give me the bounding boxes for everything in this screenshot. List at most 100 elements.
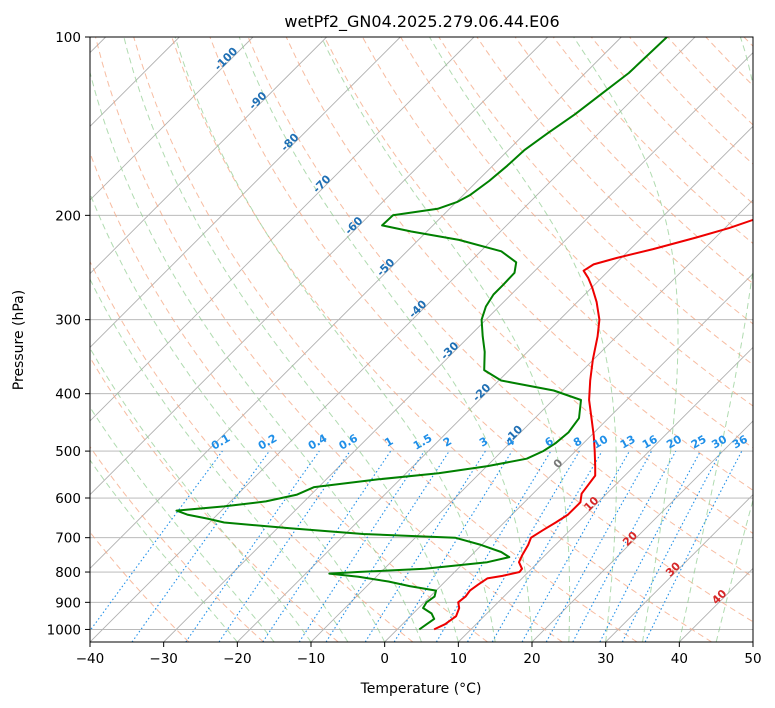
dry-adiabat-line: [705, 37, 753, 87]
mixing-ratio-label: 0.4: [306, 431, 330, 452]
dry-adiabat-line: [438, 37, 753, 366]
x-tick-label: −10: [297, 651, 326, 667]
isotherm-label: -30: [438, 339, 461, 362]
isotherm-line: [679, 567, 753, 642]
y-tick-label: 600: [55, 491, 81, 507]
x-tick-label: 10: [450, 651, 467, 667]
mixing-ratio-lines: [90, 450, 743, 642]
moist-adiabat-line: [573, 37, 679, 642]
moist-adiabat-line: [90, 347, 312, 642]
dry-adiabat-line: [590, 37, 753, 205]
sounding-series: [175, 37, 753, 631]
isotherm-label: 30: [663, 559, 683, 579]
mixing-ratio-label: 36: [730, 432, 750, 451]
isotherm-line: [90, 37, 696, 642]
isotherm-line: [90, 37, 622, 569]
y-tick-label: 900: [55, 595, 81, 611]
moist-adiabat-line: [90, 278, 349, 642]
mixing-ratio-line: [262, 450, 392, 642]
y-tick-label: 200: [55, 208, 81, 224]
axes: −40 −30 −20 −10 0 10 20 30 40 50 100 200 300 400 500 60…: [47, 30, 762, 667]
moist-adiabat-line: [90, 406, 275, 642]
dry-adiabats: [90, 37, 753, 642]
isotherm-label: -20: [470, 381, 493, 404]
isotherm-line: [752, 641, 753, 642]
mixing-ratio-label: 30: [709, 432, 729, 451]
mixing-ratio-label: 0.2: [256, 432, 279, 453]
mixing-ratio-line: [572, 450, 677, 642]
mixing-ratio-line: [545, 450, 653, 642]
dry-adiabat-line: [90, 260, 414, 642]
x-axis-label: Temperature (°C): [360, 681, 482, 697]
dewpoint-profile-line: [175, 37, 668, 631]
isotherm-line: [163, 52, 753, 642]
mixing-ratio-label: 8: [571, 435, 584, 450]
x-tick-label: −40: [76, 651, 105, 667]
dry-adiabat-line: [133, 37, 638, 642]
x-tick-label: 40: [671, 651, 688, 667]
mixing-ratio-label: 25: [689, 433, 709, 452]
mixing-ratio-label: 13: [618, 433, 638, 452]
dry-adiabat-line: [285, 37, 753, 535]
isotherm-line: [531, 420, 753, 642]
pressure-grid: [90, 37, 753, 630]
dry-adiabat-line: [667, 37, 753, 126]
mixing-ratio-label: 3: [477, 435, 490, 450]
mixing-ratio-line: [599, 450, 701, 642]
line-labels: 0.1 0.2 0.4 0.6 1 1.5 2 3 4 6 8 10 13 16 20 25 30 36-100-…: [209, 44, 750, 607]
moist-adiabat-line: [715, 498, 753, 642]
mixing-ratio-label: 16: [640, 432, 660, 451]
isotherm-line: [310, 199, 753, 642]
dry-adiabat-line: [323, 37, 753, 491]
dry-adiabat-line: [743, 37, 753, 47]
isotherm-label: -40: [406, 297, 429, 320]
isotherm-line: [90, 37, 548, 496]
dry-adiabat-line: [476, 37, 753, 325]
dry-adiabat-line: [90, 151, 488, 642]
dry-adiabat-line: [247, 37, 753, 578]
isotherm-label: -80: [278, 131, 301, 154]
x-tick-label: 20: [523, 651, 540, 667]
moist-adiabat-line: [90, 70, 422, 642]
mixing-ratio-line: [521, 450, 630, 642]
mixing-ratio-line: [325, 450, 450, 642]
isotherm-line: [384, 273, 753, 642]
isotherm-line: [237, 125, 753, 642]
y-tick-label: 400: [55, 387, 81, 403]
chart-title: wetPf2_GN04.2025.279.06.44.E06: [284, 12, 559, 32]
y-axis-label: Pressure (hPa): [11, 290, 27, 390]
isotherm-line: [90, 37, 475, 422]
dry-adiabat-line: [552, 37, 753, 245]
y-tick-label: 500: [55, 444, 81, 460]
mixing-ratio-line: [393, 450, 513, 642]
dry-adiabat-line: [95, 37, 563, 642]
isotherm-label: -70: [310, 172, 333, 195]
x-tick-label: 30: [597, 651, 614, 667]
mixing-ratio-line: [131, 450, 270, 642]
dry-adiabat-line: [514, 37, 753, 285]
moist-adiabat-line: [90, 459, 238, 642]
moist-adiabat-line: [174, 37, 496, 642]
moist-adiabat-line: [123, 37, 459, 642]
isotherm-grid: [90, 37, 753, 642]
isotherm-label: 40: [709, 587, 729, 607]
mixing-ratio-label: 20: [664, 432, 684, 451]
moist-adiabat-line: [238, 37, 533, 642]
mixing-ratio-line: [435, 450, 552, 642]
x-tick-label: 50: [744, 651, 761, 667]
dry-adiabat-line: [171, 37, 712, 642]
isotherm-line: [90, 37, 327, 275]
isotherm-line: [90, 37, 401, 348]
y-tick-label: 700: [55, 531, 81, 547]
temperature-profile-line: [433, 218, 753, 631]
isotherm-label: -50: [374, 256, 397, 279]
y-tick-label: 800: [55, 565, 81, 581]
moist-adiabat-line: [429, 37, 617, 642]
dry-adiabat-line: [209, 37, 753, 623]
mixing-ratio-line: [218, 450, 351, 642]
dry-adiabat-line: [90, 356, 339, 642]
mixing-ratio-line: [90, 450, 223, 632]
moist-adiabat-line: [678, 37, 753, 642]
mixing-ratio-label: 1.5: [411, 432, 434, 453]
